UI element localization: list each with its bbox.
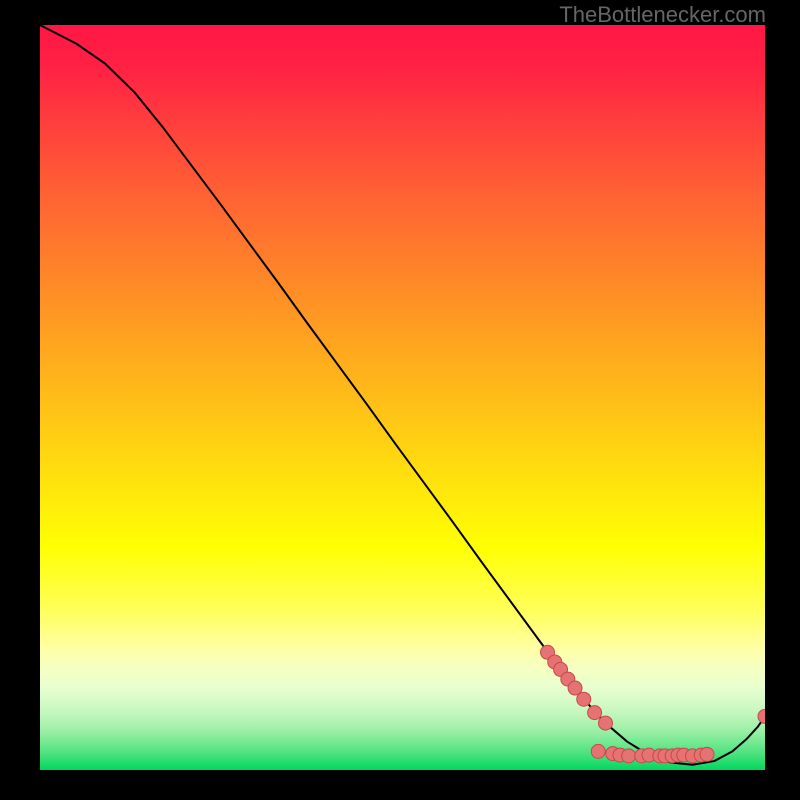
data-marker (599, 716, 613, 730)
chart-canvas: TheBottlenecker.com (0, 0, 800, 800)
data-marker (700, 747, 714, 761)
data-marker (622, 749, 636, 763)
data-marker (591, 744, 605, 758)
data-marker (588, 706, 602, 720)
heatmap-background (40, 25, 765, 770)
attribution-text: TheBottlenecker.com (559, 2, 766, 28)
bottleneck-chart (40, 25, 765, 770)
data-marker (577, 692, 591, 706)
